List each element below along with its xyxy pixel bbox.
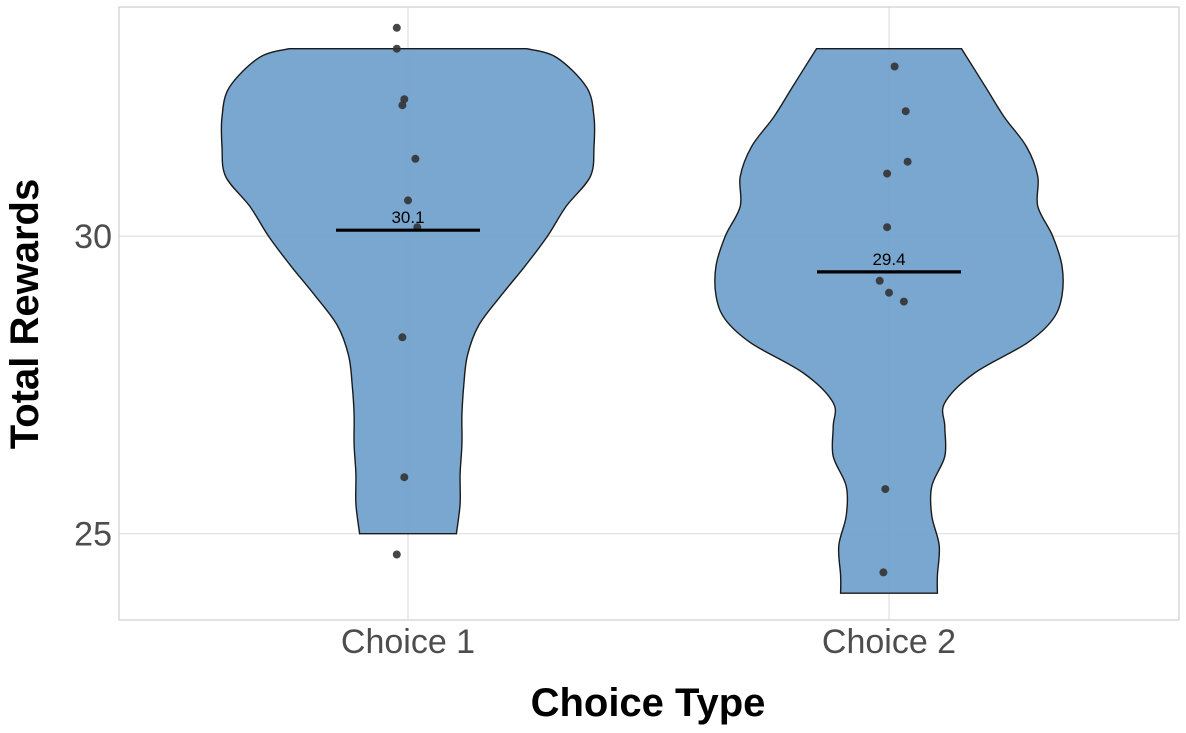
y-axis-ticks: 25 30 (74, 218, 112, 554)
y-tick-label: 25 (74, 516, 112, 554)
data-point (901, 107, 910, 116)
x-tick-label: Choice 1 (341, 623, 475, 661)
violin-1 (220, 48, 596, 535)
mean-label-2: 29.4 (872, 250, 905, 269)
y-tick-label: 30 (74, 218, 112, 256)
data-point (398, 101, 407, 110)
x-axis-ticks: Choice 1 Choice 2 (341, 623, 956, 661)
x-tick-label: Choice 2 (822, 623, 956, 661)
data-point (883, 223, 892, 232)
data-point (400, 95, 409, 104)
data-point (392, 550, 401, 559)
data-point (890, 62, 899, 71)
mean-label-1: 30.1 (391, 208, 424, 227)
y-axis-title: Total Rewards (3, 179, 47, 449)
data-point (392, 44, 401, 53)
violins (220, 48, 1064, 594)
data-points (392, 23, 912, 577)
data-point (879, 568, 888, 577)
data-point (411, 154, 420, 163)
x-axis-title: Choice Type (531, 681, 766, 725)
data-point (398, 333, 407, 342)
data-point (404, 196, 412, 205)
data-point (392, 23, 401, 32)
mean-lines: 30.1 29.4 (336, 208, 961, 274)
data-point (883, 169, 892, 178)
data-point (875, 276, 884, 285)
data-point (903, 157, 912, 166)
data-point (885, 288, 893, 297)
violin-2 (714, 48, 1064, 594)
data-point (400, 473, 409, 482)
data-point (899, 297, 908, 306)
data-point (881, 485, 890, 494)
panel-border (118, 6, 1180, 621)
